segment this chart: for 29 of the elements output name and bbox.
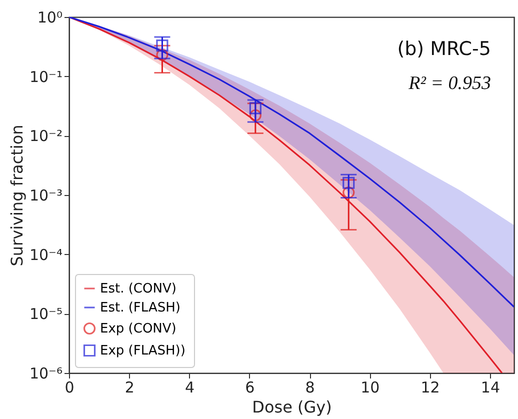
annotation: (b) MRC-5 <box>397 38 491 60</box>
y-tick-label: 10⁻⁵ <box>29 305 62 324</box>
y-tick-label: 10⁻² <box>29 127 62 146</box>
y-axis-title: Surviving fraction <box>7 124 26 266</box>
x-tick-label: 8 <box>305 378 315 396</box>
y-tick-label: 10⁻¹ <box>29 68 62 86</box>
annotation: R² = 0.953 <box>408 73 491 94</box>
point <box>249 102 262 114</box>
x-tick-label: 12 <box>420 378 440 396</box>
legend-label: Est. (CONV) <box>100 282 176 296</box>
x-tick-label: 0 <box>64 378 74 396</box>
x-tick-label: 4 <box>184 378 195 396</box>
point <box>156 40 168 52</box>
x-tick-label: 10 <box>360 378 380 396</box>
y-tick-label: 10⁻⁴ <box>29 246 62 264</box>
x-tick-label: 6 <box>245 378 255 396</box>
x-tick-label: 14 <box>480 378 500 396</box>
legend-label: Est. (FLASH) <box>100 300 180 316</box>
x-tick-label: 2 <box>124 378 134 396</box>
legend-label: Exp (CONV) <box>100 322 176 336</box>
y-tick-label: 10⁻³ <box>29 186 62 204</box>
legend-label: Exp (FLASH)) <box>100 344 186 358</box>
point <box>342 186 355 199</box>
x-axis-title: Dose (Gy) <box>252 398 332 416</box>
point <box>342 176 355 189</box>
point <box>156 48 168 61</box>
y-tick-label: 10⁰ <box>37 8 62 26</box>
y-tick-label: 10⁻⁶ <box>29 364 62 382</box>
point <box>249 109 262 122</box>
